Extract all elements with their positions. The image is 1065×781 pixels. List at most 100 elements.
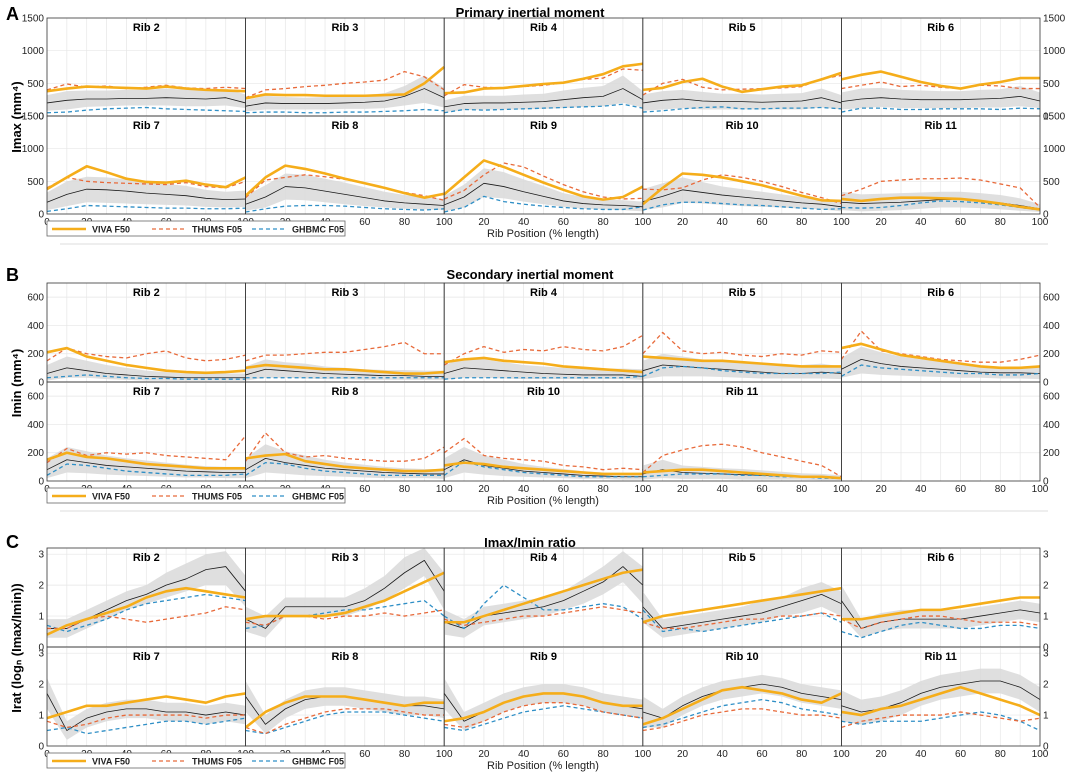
ghbmc-line xyxy=(642,473,842,479)
legend-viva-label: VIVA F50 xyxy=(92,225,130,235)
ghbmc-line xyxy=(245,599,445,630)
ghbmc-line xyxy=(46,463,246,476)
rib-label: Rib 11 xyxy=(726,386,758,398)
thums-line xyxy=(443,68,643,97)
y-tick-left: 0 xyxy=(38,378,44,389)
rib-label: Rib 8 xyxy=(331,120,358,132)
viva-line xyxy=(841,596,1040,621)
mean-line xyxy=(245,559,445,629)
rib-label: Rib 7 xyxy=(133,120,160,132)
x-tick: 80 xyxy=(598,749,610,760)
y-axis-label: Imax (mm⁴) xyxy=(9,81,24,152)
subplot: Rib 8 xyxy=(244,115,445,215)
legend-thums-label: THUMS F05 xyxy=(192,492,242,502)
legend: VIVA F50 THUMS F05 GHBMC F05 xyxy=(46,487,346,504)
y-tick-right: 500 xyxy=(1043,177,1060,188)
x-tick: 40 xyxy=(518,749,530,760)
mean-line xyxy=(245,186,445,206)
y-tick-left: 2 xyxy=(38,680,44,691)
y-tick-left: 1000 xyxy=(22,46,45,57)
thums-line xyxy=(642,708,842,732)
legend-box xyxy=(46,752,346,769)
std-band xyxy=(642,177,842,212)
ghbmc-line xyxy=(642,365,842,377)
std-band xyxy=(47,447,246,479)
x-tick: 100 xyxy=(436,749,453,760)
subplot: Rib 7 xyxy=(46,646,247,747)
viva-line xyxy=(245,452,445,473)
y-tick-left: 0 xyxy=(38,643,44,654)
x-tick: 40 xyxy=(915,484,927,495)
std-band xyxy=(841,585,1040,638)
ghbmc-line xyxy=(841,711,1041,732)
x-tick: 20 xyxy=(478,484,490,495)
viva-line xyxy=(46,586,246,636)
std-band xyxy=(444,357,643,380)
thums-line xyxy=(642,443,842,478)
x-tick: 100 xyxy=(436,217,453,228)
thums-line xyxy=(46,83,246,91)
x-tick: 40 xyxy=(915,217,927,228)
thums-line xyxy=(841,177,1041,208)
y-tick-right: 0 xyxy=(1043,112,1049,123)
rib-label: Rib 5 xyxy=(729,22,756,34)
legend-thums-label: THUMS F05 xyxy=(192,757,242,767)
chart-title: Primary inertial moment xyxy=(456,5,605,20)
y-axis-label: Imin (mm⁴) xyxy=(9,349,24,418)
y-tick-right: 1 xyxy=(1043,612,1049,623)
subplot-frame xyxy=(841,646,1041,747)
y-tick-left: 3 xyxy=(38,550,44,561)
subplot: Rib 11 xyxy=(642,381,842,482)
x-tick: 100 xyxy=(436,484,453,495)
y-tick-right: 2 xyxy=(1043,581,1049,592)
rib-label: Rib 5 xyxy=(729,552,756,564)
chart-title: Secondary inertial moment xyxy=(447,267,615,282)
viva-line xyxy=(841,70,1040,90)
thums-line xyxy=(444,702,643,729)
x-tick: 60 xyxy=(359,484,371,495)
std-band xyxy=(245,173,445,211)
mean-line xyxy=(46,188,246,203)
y-tick-right: 0 xyxy=(1043,378,1049,389)
y-tick-right: 2 xyxy=(1043,680,1049,691)
rib-label: Rib 7 xyxy=(133,651,160,663)
x-axis-label: Rib Position (% length) xyxy=(487,495,599,507)
rib-label: Rib 9 xyxy=(530,651,557,663)
legend-ghbmc-label: GHBMC F05 xyxy=(292,757,344,767)
y-tick-right: 500 xyxy=(1043,79,1060,90)
y-tick-right: 0 xyxy=(1043,742,1049,753)
x-tick: 100 xyxy=(634,749,651,760)
rib-label: Rib 2 xyxy=(133,552,160,564)
subplot: Rib 4 xyxy=(443,547,644,648)
x-tick: 20 xyxy=(478,749,490,760)
y-tick-left: 200 xyxy=(27,448,44,459)
y-tick-right: 3 xyxy=(1043,649,1049,660)
subplot xyxy=(841,381,1041,482)
subplot: Rib 4 xyxy=(443,17,644,117)
x-tick: 20 xyxy=(677,484,689,495)
rib-label: Rib 4 xyxy=(530,287,558,299)
y-tick-left: 1500 xyxy=(22,14,45,25)
ghbmc-line xyxy=(642,106,842,113)
viva-line xyxy=(444,356,643,374)
mean-line xyxy=(245,457,445,475)
std-band xyxy=(642,88,842,111)
mean-line xyxy=(46,693,246,731)
ghbmc-line xyxy=(841,621,1041,639)
x-tick: 60 xyxy=(955,484,967,495)
ghbmc-line xyxy=(46,106,246,114)
thums-line xyxy=(841,711,1041,729)
rib-label: Rib 10 xyxy=(527,386,560,398)
y-tick-right: 0 xyxy=(1043,477,1049,488)
mean-line xyxy=(444,182,643,208)
std-band xyxy=(444,677,643,731)
legend-box xyxy=(46,487,346,504)
legend-viva-label: VIVA F50 xyxy=(92,757,130,767)
legend: VIVA F50 THUMS F05 GHBMC F05 xyxy=(46,220,346,237)
viva-line xyxy=(46,346,246,375)
x-tick: 60 xyxy=(756,217,768,228)
x-tick: 60 xyxy=(756,749,768,760)
viva-line xyxy=(841,685,1041,717)
ghbmc-line xyxy=(245,711,445,735)
viva-line xyxy=(444,568,644,624)
